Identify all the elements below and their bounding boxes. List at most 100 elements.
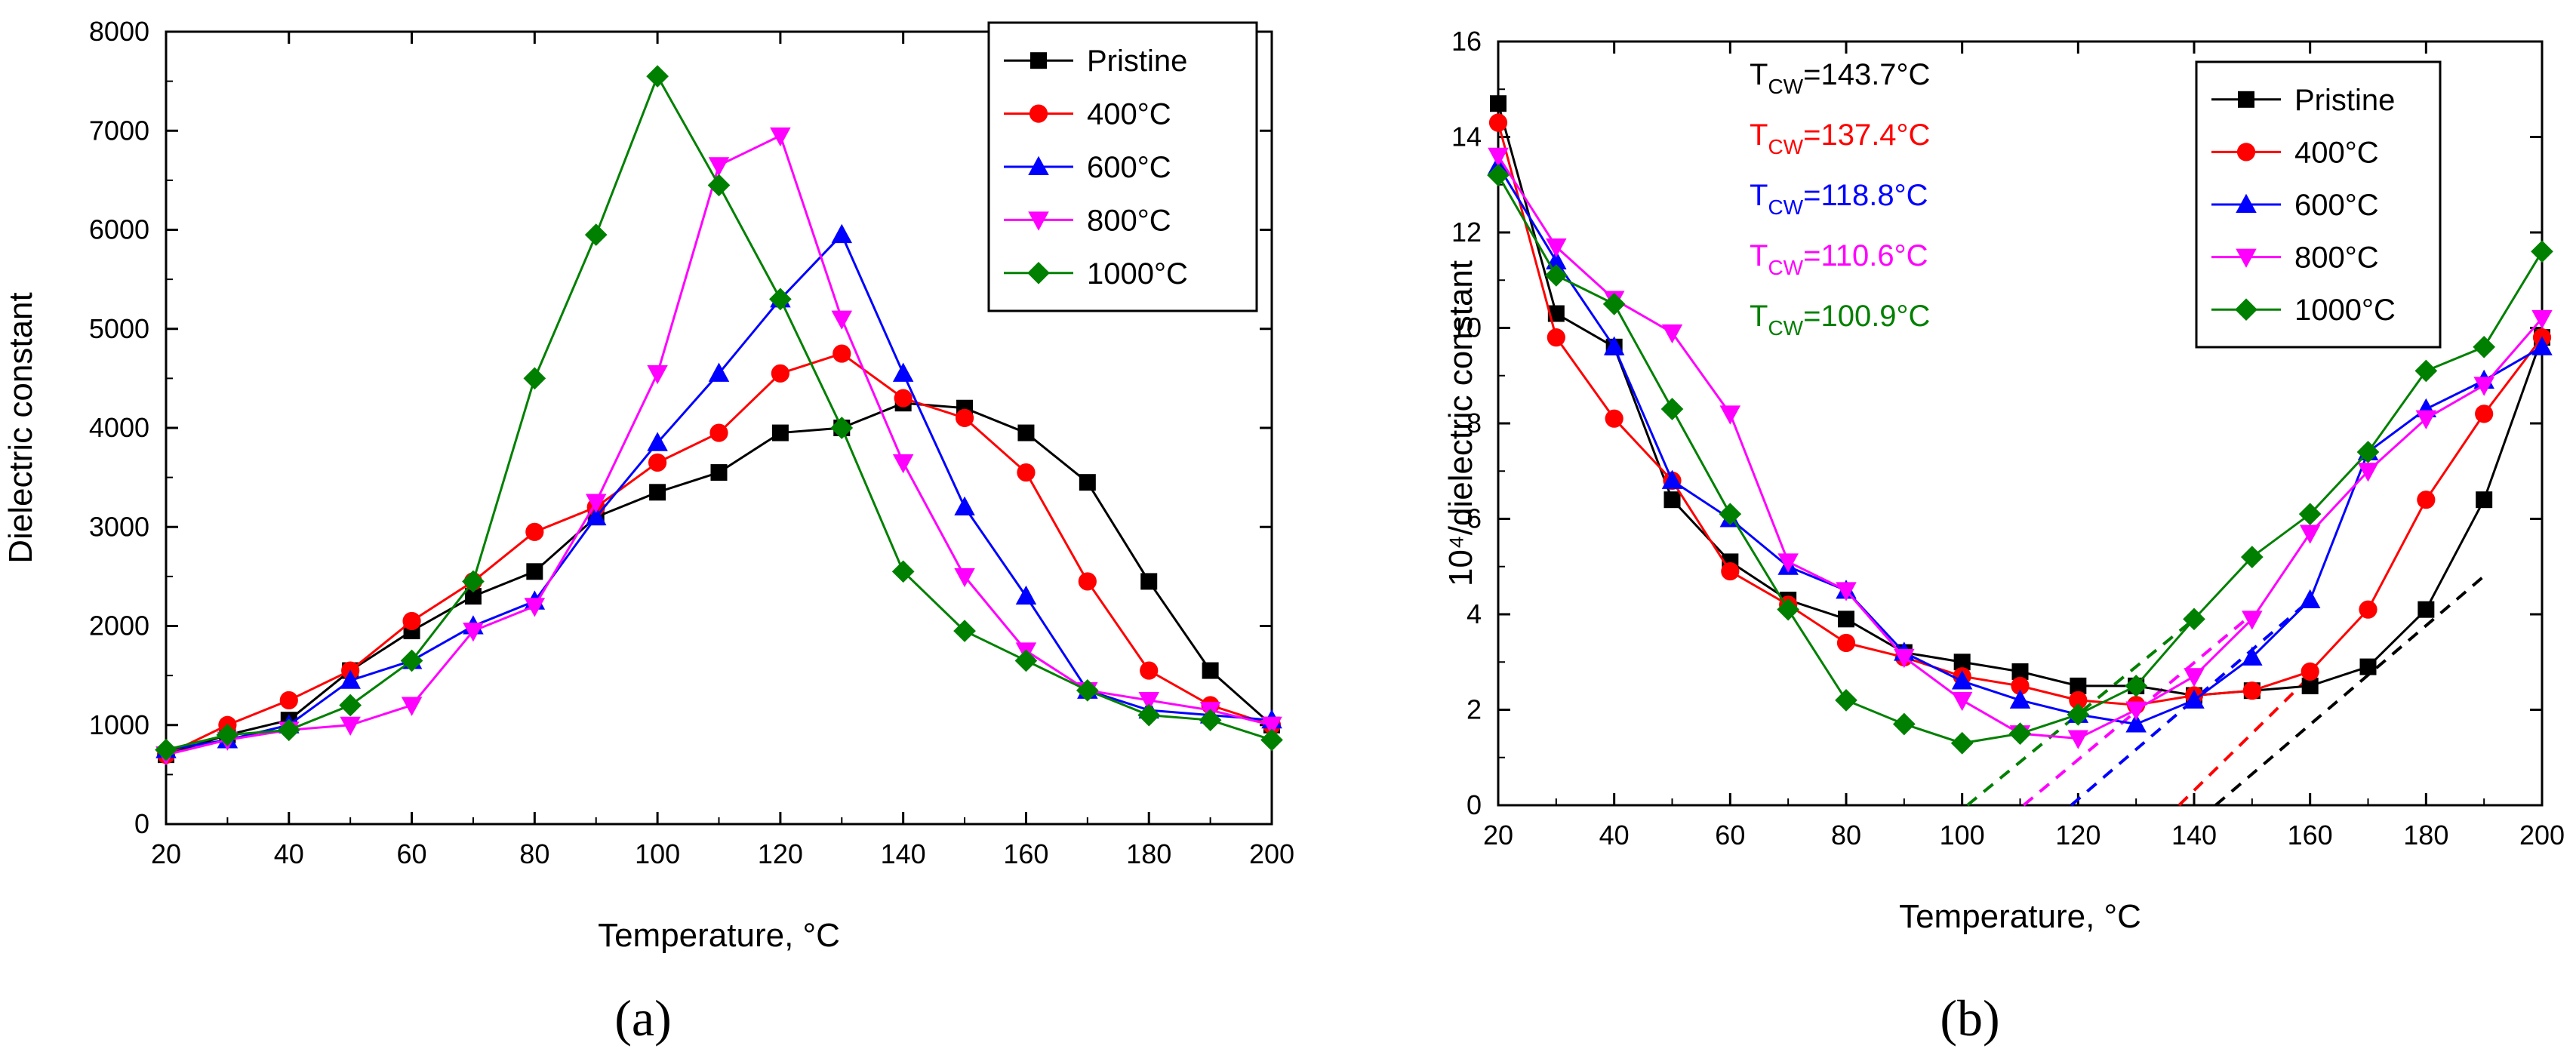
panel-b-curie-weiss-temperature-annotation: TCW=143.7°C — [1750, 58, 1930, 98]
panel-b-caption-label: (b) — [1940, 989, 1999, 1047]
panel-b-data-point-1000c — [1950, 731, 1974, 755]
panel-b-data-point-600c — [2531, 336, 2553, 355]
panel-a-legend-swatch-marker — [1030, 52, 1047, 69]
panel-a-series-line-pristine — [165, 401, 1273, 756]
panel-b-data-point-800c — [2184, 668, 2205, 687]
panel-b-legend-entry-600c: 600°C — [2294, 189, 2379, 222]
panel-b-y-tick-label: 2 — [1467, 694, 1482, 725]
panel-a-data-point-1000c — [953, 620, 976, 642]
panel-a-data-point-400c — [1078, 572, 1097, 591]
panel-a-data-point-400c — [771, 364, 789, 383]
panel-b-data-point-1000c — [1835, 689, 1857, 712]
panel-a-dielectric-constant: 20 40 60 80 100 120 140 160 180 20001000200030004… — [2, 16, 1294, 1047]
panel-a-data-point-1000c — [646, 65, 669, 88]
panel-a-data-point-pristine — [649, 484, 666, 501]
panel-a-data-point-1000c — [339, 694, 362, 717]
panel-b-data-point-1000c — [1602, 293, 1626, 315]
panel-a-data-point-600c — [708, 362, 730, 382]
panel-b-legend-entry-1000c: 1000°C — [2294, 294, 2396, 327]
panel-a-y-tick-label: 4000 — [89, 412, 149, 443]
panel-a-data-point-400c — [894, 389, 913, 408]
panel-b-curie-weiss-temperature-annotation: TCW=137.4°C — [1750, 118, 1930, 158]
panel-b-data-point-1000c — [2067, 703, 2090, 726]
panel-a-y-tick-label: 6000 — [89, 214, 149, 245]
panel-b-legend-entry-400c: 400°C — [2294, 136, 2379, 169]
panel-a-data-point-1000c — [155, 738, 177, 761]
panel-b-legend-swatch-marker — [2235, 298, 2257, 321]
panel-a-data-point-400c — [279, 691, 298, 710]
panel-b-data-point-400c — [2242, 681, 2261, 700]
panel-a-data-point-800c — [585, 494, 607, 513]
panel-a-legend-swatch-marker — [1029, 104, 1048, 123]
panel-b-data-point-400c — [1836, 633, 1856, 653]
panel-b-data-point-pristine — [2070, 677, 2087, 694]
panel-a-x-tick-label: 120 — [758, 838, 803, 869]
panel-b-data-point-pristine — [2476, 491, 2493, 509]
panel-a-x-tick-label: 160 — [1003, 838, 1048, 869]
panel-b-data-point-1000c — [1544, 264, 1568, 287]
panel-a-data-point-1000c — [891, 560, 915, 583]
panel-b-x-tick-label: 160 — [2288, 820, 2333, 851]
panel-a-x-axis-title: Temperature, °C — [598, 917, 840, 954]
panel-a-x-tick-label: 40 — [274, 838, 304, 869]
panel-a-data-point-1000c — [1076, 678, 1099, 702]
panel-b-data-point-800c — [1836, 582, 1857, 601]
panel-b-data-point-600c — [2184, 689, 2205, 709]
panel-b-legend-entry-pristine: Pristine — [2294, 84, 2395, 117]
panel-b-x-tick-label: 20 — [1483, 820, 1513, 851]
panel-a-data-point-600c — [585, 506, 607, 526]
panel-b-data-point-800c — [1777, 553, 1799, 573]
panel-b-data-point-600c — [2009, 689, 2031, 709]
panel-a-data-point-600c — [954, 496, 975, 515]
panel-a-data-point-800c — [892, 454, 914, 474]
panel-b-data-point-600c — [2242, 646, 2263, 666]
panel-a-y-tick-label: 8000 — [89, 16, 149, 47]
panel-a-legend-box — [987, 21, 1258, 312]
panel-b-y-tick-label: 6 — [1467, 503, 1482, 534]
panel-a-x-tick-label: 140 — [881, 838, 926, 869]
panel-b-data-point-1000c — [2414, 359, 2438, 383]
panel-b-y-tick-label: 16 — [1451, 26, 1482, 57]
panel-a-legend-entry-800c: 800°C — [1087, 204, 1171, 237]
panel-a-data-point-400c — [1017, 463, 1036, 482]
panel-b-data-point-pristine — [2359, 658, 2377, 675]
panel-a-data-point-pristine — [1202, 662, 1219, 679]
panel-b-data-point-800c — [1488, 147, 1509, 168]
panel-b-data-point-400c — [2011, 676, 2030, 695]
panel-a-data-point-pristine — [710, 464, 728, 481]
panel-a-data-point-400c — [525, 522, 544, 541]
panel-b-data-point-800c — [1894, 648, 1915, 669]
panel-b-data-point-400c — [2475, 404, 2494, 423]
panel-b-data-point-1000c — [2298, 503, 2322, 526]
panel-a-caption-label: (a) — [614, 989, 671, 1047]
panel-b-data-point-1000c — [2473, 335, 2496, 358]
panel-b-data-point-pristine — [2418, 601, 2435, 618]
panel-b-data-point-800c — [1546, 238, 1567, 258]
panel-a-data-point-800c — [463, 623, 484, 642]
panel-b-data-point-pristine — [1953, 654, 1971, 671]
panel-b-data-point-pristine — [1490, 95, 1507, 112]
panel-a-data-point-1000c — [707, 174, 731, 197]
panel-b-x-tick-label: 60 — [1715, 820, 1745, 851]
panel-a-data-point-pristine — [1017, 424, 1035, 441]
panel-b-curie-weiss-fit-1000c — [1966, 617, 2196, 807]
panel-a-data-point-800c — [1138, 691, 1159, 712]
panel-b-data-point-800c — [2242, 611, 2263, 630]
panel-b-data-point-600c — [2125, 713, 2147, 733]
panel-a-data-point-800c — [340, 716, 361, 737]
panel-b-y-tick-label: 10 — [1451, 312, 1482, 343]
panel-a-data-point-800c — [708, 157, 730, 177]
panel-a-data-point-600c — [647, 432, 668, 451]
panel-a-y-axis-title: Dielectric constant — [2, 292, 39, 563]
panel-b-data-point-pristine — [2301, 677, 2319, 694]
panel-b-y-tick-label: 4 — [1467, 598, 1482, 629]
panel-a-data-point-600c — [831, 223, 853, 244]
panel-a-data-point-1000c — [1260, 728, 1283, 752]
panel-b-x-tick-label: 120 — [2055, 820, 2101, 851]
panel-b-curie-weiss-temperature-annotation: TCW=110.6°C — [1750, 239, 1928, 279]
panel-b-data-point-1000c — [2008, 722, 2032, 745]
panel-a-data-point-1000c — [830, 417, 854, 439]
panel-b-data-point-1000c — [2125, 675, 2148, 697]
panel-b-data-point-800c — [2415, 410, 2437, 429]
panel-a-data-point-1000c — [769, 288, 792, 311]
